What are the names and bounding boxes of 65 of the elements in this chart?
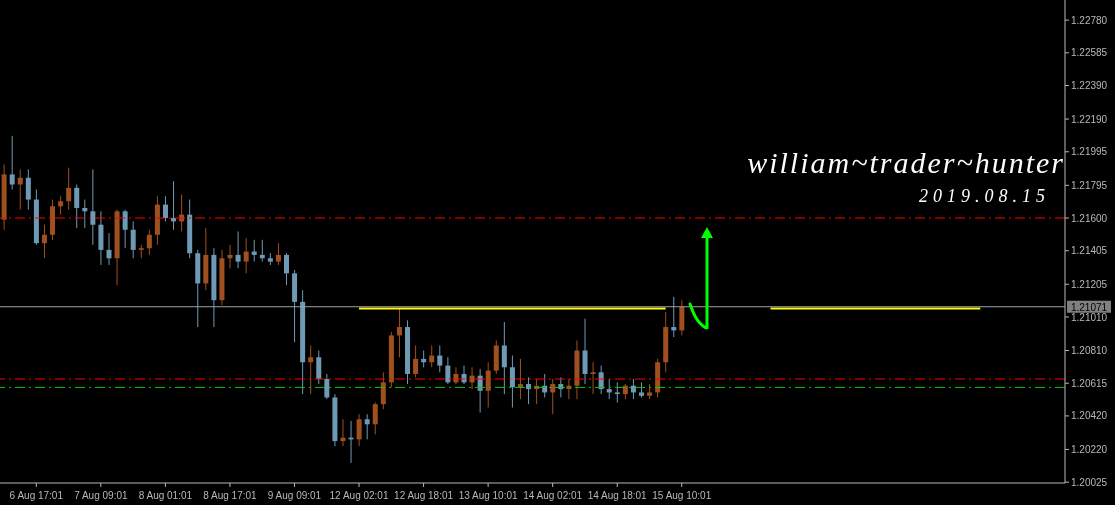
- candlestick: [526, 376, 532, 405]
- candlestick: [582, 318, 588, 385]
- candlestick: [590, 361, 596, 395]
- x-tick-label: 13 Aug 10:01: [458, 490, 519, 501]
- y-tick-label: 1.20420: [1071, 410, 1108, 422]
- ref-line-label: 1.21071: [1070, 301, 1108, 313]
- y-tick-label: 1.21600: [1071, 212, 1108, 224]
- candlestick: [437, 344, 443, 373]
- candlestick: [614, 381, 620, 403]
- candlestick: [372, 402, 378, 435]
- annotation: william~trader~hunter: [746, 146, 1065, 180]
- candlestick: [90, 168, 96, 246]
- candlestick: [106, 232, 112, 266]
- y-tick-label: 1.22585: [1071, 47, 1108, 59]
- candlestick: [122, 209, 128, 249]
- x-tick-label: 8 Aug 01:01: [138, 490, 193, 501]
- candlestick: [679, 299, 685, 336]
- x-tick-label: 7 Aug 09:01: [74, 490, 128, 501]
- y-tick-label: 1.22390: [1071, 80, 1108, 92]
- candlestick: [130, 220, 136, 259]
- candlestick: [308, 344, 314, 395]
- candlestick: [485, 361, 491, 409]
- annotation: 2019.08.15: [918, 186, 1050, 207]
- x-tick-label: 8 Aug 17:01: [203, 490, 258, 501]
- y-tick-label: 1.22780: [1071, 14, 1108, 26]
- candlestick: [58, 195, 64, 216]
- y-tick-label: 1.21795: [1071, 179, 1108, 191]
- x-tick-label: 14 Aug 02:01: [523, 490, 583, 501]
- x-tick-label: 15 Aug 10:01: [652, 490, 712, 501]
- candlestick: [74, 183, 80, 229]
- candlestick: [235, 230, 241, 269]
- candlestick: [316, 350, 322, 385]
- x-tick-label: 9 Aug 09:01: [267, 490, 322, 501]
- candlestick: [146, 229, 152, 256]
- y-tick-label: 1.21205: [1071, 278, 1108, 290]
- candlestick: [41, 224, 47, 259]
- y-tick-label: 1.21995: [1071, 146, 1108, 158]
- candlestick: [324, 373, 330, 400]
- candlestick: [356, 413, 362, 447]
- y-tick-label: 1.22190: [1071, 113, 1108, 125]
- x-tick-label: 12 Aug 18:01: [394, 490, 454, 501]
- x-tick-label: 14 Aug 18:01: [587, 490, 648, 501]
- y-tick-label: 1.21405: [1071, 245, 1108, 257]
- y-tick-label: 1.21010: [1071, 311, 1108, 323]
- y-tick-label: 1.20615: [1071, 377, 1108, 389]
- candlestick: [162, 195, 168, 222]
- x-tick-label: 6 Aug 17:01: [9, 490, 64, 501]
- candlestick: [396, 308, 402, 358]
- candlestick: [380, 371, 386, 410]
- candlestick: [550, 378, 556, 415]
- y-tick-label: 1.20025: [1071, 476, 1108, 488]
- y-tick-label: 1.20810: [1071, 345, 1108, 357]
- candlestick: [275, 242, 281, 266]
- candlestick: [364, 413, 370, 440]
- candlestick: [25, 168, 31, 211]
- candlestick: [243, 237, 249, 274]
- x-tick-label: 12 Aug 02:01: [329, 490, 389, 501]
- candlestick: [501, 321, 507, 395]
- candlestick: [509, 355, 515, 409]
- candlestick: [66, 167, 72, 211]
- y-tick-label: 1.20220: [1071, 444, 1108, 456]
- candlestick: [445, 356, 451, 385]
- candlestick: [284, 252, 289, 286]
- candlestick: [413, 344, 419, 378]
- candlestick: [9, 135, 15, 191]
